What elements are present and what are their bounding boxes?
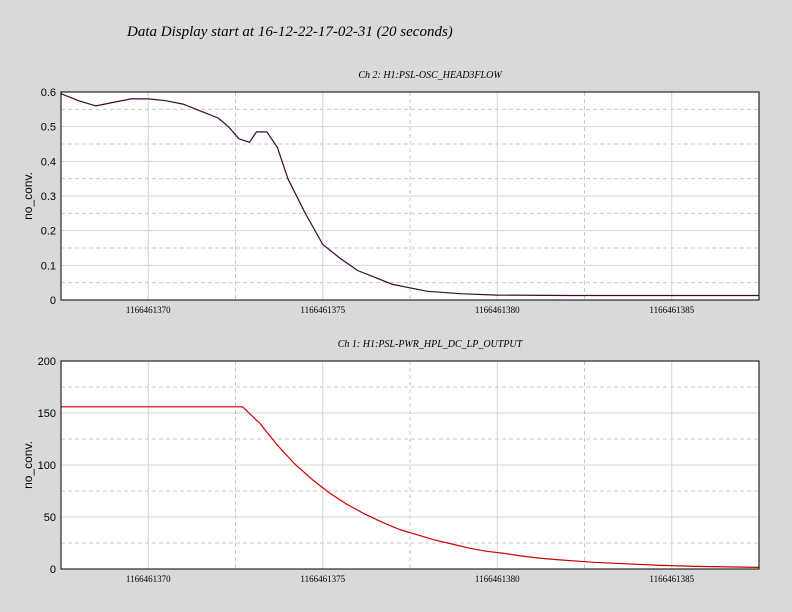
- y-tick-label: 100: [38, 460, 56, 472]
- chart-title: Ch 2: H1:PSL-OSC_HEAD3FLOW: [358, 70, 503, 81]
- x-tick-label: 1166461370: [126, 574, 171, 584]
- y-tick-label: 200: [38, 356, 56, 368]
- x-tick-label: 1166461370: [126, 305, 171, 315]
- y-axis-label: no_conv.: [21, 441, 35, 489]
- y-tick-label: 0.2: [41, 226, 56, 238]
- x-tick-label: 1166461380: [475, 305, 520, 315]
- y-tick-label: 0: [50, 564, 56, 576]
- y-tick-label: 150: [38, 408, 56, 420]
- page-title: Data Display start at 16-12-22-17-02-31 …: [127, 24, 453, 40]
- y-tick-label: 0: [50, 295, 56, 307]
- y-axis-label: no_conv.: [21, 172, 35, 220]
- y-tick-label: 0.6: [41, 87, 56, 99]
- plot-frame: [60, 360, 760, 570]
- chart-title: Ch 1: H1:PSL-PWR_HPL_DC_LP_OUTPUT: [338, 339, 524, 350]
- chart-panel-ch1: 0 50 100 150 200 1166461370 1166461375 11664613…: [21, 339, 760, 584]
- chart-panel-ch2: 0 0.1 0.2 0.3 0.4 0.5 0.6 1166461370 1166461375 1…: [21, 70, 760, 315]
- series-line: [61, 406, 760, 568]
- x-tick-label: 1166461385: [649, 305, 694, 315]
- x-tick-label: 1166461385: [649, 574, 694, 584]
- y-tick-label: 0.3: [41, 191, 56, 203]
- x-tick-label: 1166461375: [300, 574, 345, 584]
- y-tick-label: 0.5: [41, 122, 56, 134]
- x-tick-label: 1166461380: [475, 574, 520, 584]
- plot-frame: [60, 91, 760, 301]
- y-tick-label: 0.1: [41, 260, 56, 272]
- y-tick-label: 0.4: [41, 156, 56, 168]
- x-tick-label: 1166461375: [300, 305, 345, 315]
- y-tick-label: 50: [44, 512, 56, 524]
- series-line: [60, 93, 759, 297]
